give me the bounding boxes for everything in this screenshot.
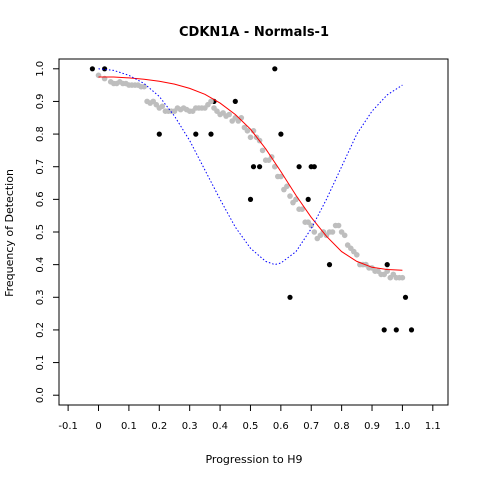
- x-axis: -0.1 0 0.1 0.2 0.3 0.4 0.5 0.6 0.7 0.8 0.9 1.0 1.1: [58, 405, 441, 432]
- x-tick-label: 0.5: [243, 421, 259, 432]
- series-0-point: [408, 327, 415, 333]
- series-2-line: [98, 76, 403, 271]
- x-axis-label: Progression to H9: [205, 453, 302, 466]
- y-tick-label: 0.2: [35, 322, 46, 338]
- plot-area: [89, 66, 415, 333]
- series-1-point: [247, 134, 254, 141]
- series-1-point: [244, 128, 251, 134]
- series-0-point: [296, 164, 302, 170]
- series-1-point: [284, 183, 290, 190]
- series-0-point: [208, 131, 214, 137]
- series-1-point: [335, 222, 342, 229]
- series-0-point: [156, 131, 162, 137]
- series-1-point: [308, 222, 315, 229]
- x-tick-label: 1.1: [425, 421, 441, 432]
- series-1-point: [287, 193, 293, 199]
- series-1-point: [299, 206, 305, 212]
- y-tick-label: 0.5: [35, 224, 46, 240]
- x-tick-label: 0.7: [303, 421, 319, 432]
- series-0-point: [257, 164, 263, 170]
- series-1-point: [159, 103, 166, 110]
- x-tick-label: 0.6: [273, 421, 289, 432]
- series-1-point: [354, 252, 360, 258]
- x-tick-label: 0.9: [364, 421, 380, 432]
- chart-title: CDKN1A - Normals-1: [179, 25, 329, 40]
- series-1-point: [226, 111, 232, 118]
- series-0-point: [250, 164, 257, 170]
- series-1-point: [311, 229, 318, 235]
- series-0-point: [384, 262, 390, 268]
- x-tick-label: -0.1: [58, 421, 78, 432]
- y-tick-label: 0.9: [35, 93, 46, 109]
- x-tick-label: 0.2: [151, 421, 167, 432]
- x-tick-label: 0.8: [334, 421, 350, 432]
- series-0-point: [381, 327, 387, 333]
- series-0-point: [326, 262, 333, 268]
- series-0-point: [393, 327, 399, 333]
- series-0-point: [311, 164, 317, 170]
- series-0-point: [102, 66, 108, 72]
- x-tick-label: 0.3: [182, 421, 198, 432]
- series-1-point: [208, 98, 214, 105]
- x-tick-label: 0.1: [121, 421, 137, 432]
- y-tick-label: 0.1: [35, 355, 46, 371]
- x-tick-label: 1.0: [394, 421, 410, 432]
- y-tick-label: 1.0: [35, 61, 46, 77]
- series-0-point: [278, 131, 284, 137]
- series-0-point: [193, 131, 199, 137]
- y-tick-label: 0.0: [35, 387, 46, 403]
- y-tick-label: 0.8: [35, 126, 46, 142]
- series-0-point: [272, 66, 278, 72]
- x-tick-label: 0: [95, 421, 101, 432]
- x-tick-label: 0.4: [212, 421, 228, 432]
- y-tick-label: 0.6: [35, 191, 46, 207]
- y-tick-label: 0.7: [35, 159, 46, 175]
- series-1-point: [399, 274, 406, 281]
- y-axis: 0.0 0.1 0.2 0.3 0.4 0.5 0.6 0.7 0.8 0.9 1.0: [35, 61, 59, 403]
- series-0-point: [247, 196, 254, 202]
- series-0-point: [232, 98, 238, 104]
- y-axis-label: Frequency of Detection: [3, 169, 16, 297]
- series-1-point: [329, 229, 336, 235]
- y-tick-label: 0.3: [35, 289, 46, 305]
- series-0-point: [305, 196, 311, 202]
- series-3-line: [98, 68, 403, 266]
- series-0-point: [89, 66, 95, 72]
- series-1-point: [341, 232, 348, 239]
- y-tick-label: 0.4: [35, 257, 46, 273]
- series-0-point: [402, 294, 409, 300]
- series-1-point: [250, 128, 257, 134]
- series-0-point: [287, 294, 293, 300]
- series-1-point: [259, 147, 266, 154]
- series-1-point: [141, 83, 147, 90]
- series-1-point: [278, 173, 284, 180]
